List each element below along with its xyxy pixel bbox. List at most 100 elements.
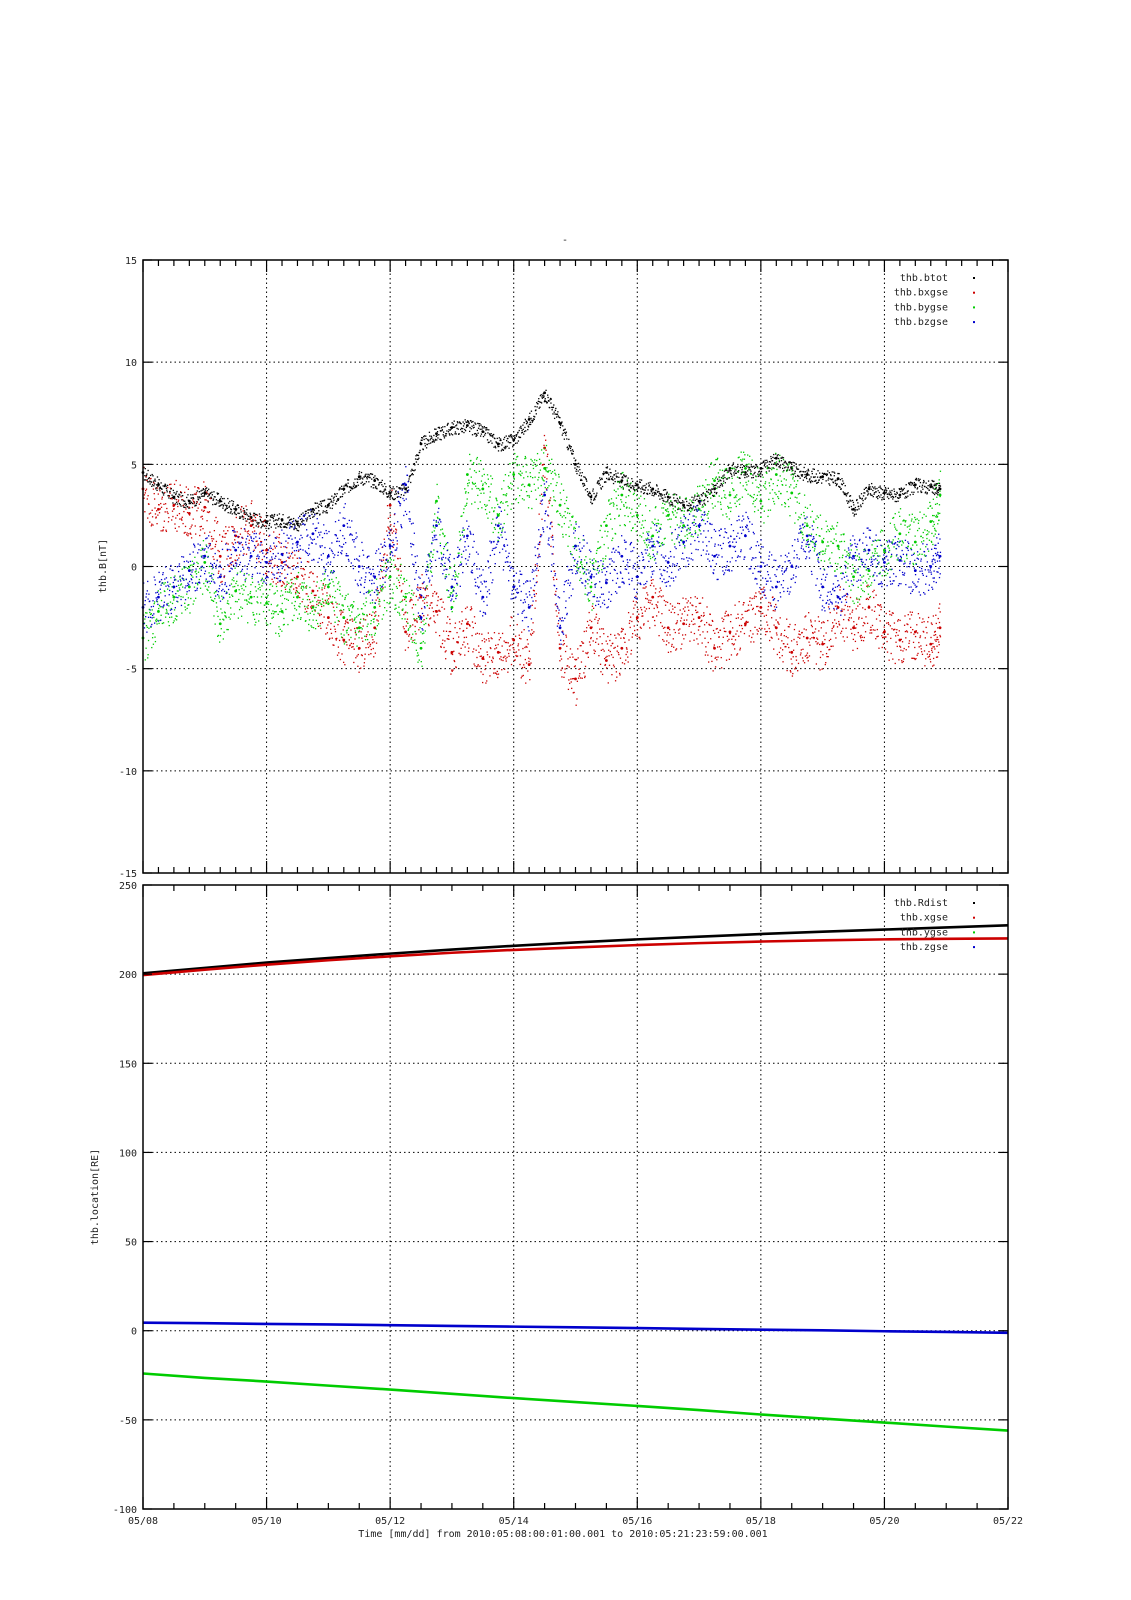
trace-dot [145, 647, 147, 649]
trace-dot [221, 503, 223, 506]
trace-dot [700, 614, 702, 617]
trace-dot [248, 542, 250, 545]
trace-dot [342, 611, 344, 613]
trace-dot [327, 584, 329, 586]
trace-dot [726, 635, 729, 637]
trace-dot [194, 571, 196, 573]
trace-dot [375, 599, 377, 601]
trace-dot [304, 608, 307, 610]
trace-dot [249, 512, 251, 514]
trace-dot [714, 657, 716, 659]
trace-dot [879, 487, 882, 489]
trace-dot [436, 439, 438, 441]
trace-dot [463, 508, 465, 510]
trace-dot [583, 630, 585, 633]
trace-dot [765, 462, 767, 464]
trace-dot [179, 484, 181, 486]
trace-dot [303, 582, 305, 584]
trace-dot [937, 491, 939, 494]
trace-dot [320, 613, 322, 616]
trace-dot [273, 515, 275, 517]
trace-dot [504, 447, 506, 450]
trace-dot [265, 589, 267, 591]
trace-dot [276, 564, 279, 567]
trace-dot [707, 500, 709, 503]
trace-dot [893, 622, 896, 624]
trace-dot [871, 632, 873, 634]
trace-dot [391, 487, 393, 490]
trace-dot [175, 517, 177, 519]
trace-dot [267, 571, 269, 573]
trace-dot [436, 483, 438, 486]
trace-dot [831, 622, 834, 624]
trace-dot [841, 478, 843, 480]
trace-dot [933, 634, 935, 637]
trace-dot [351, 604, 353, 606]
data-point [527, 417, 531, 421]
trace-dot [214, 597, 216, 600]
trace-dot [913, 657, 915, 660]
trace-dot [607, 635, 609, 638]
trace-dot [427, 440, 430, 442]
trace-dot [244, 517, 246, 520]
trace-dot [490, 637, 492, 639]
trace-dot [766, 465, 768, 467]
trace-dot [429, 556, 431, 558]
trace-dot [452, 423, 455, 425]
trace-dot [260, 519, 262, 522]
trace-dot [708, 624, 711, 626]
trace-dot [571, 452, 573, 454]
trace-dot [340, 488, 342, 490]
trace-dot [751, 636, 753, 639]
trace-dot [454, 433, 456, 435]
trace-dot [514, 442, 517, 444]
trace-dot [847, 609, 849, 611]
trace-dot [211, 491, 213, 493]
trace-dot [500, 450, 503, 452]
trace-dot [699, 497, 701, 499]
trace-dot [595, 616, 597, 618]
trace-dot [555, 610, 557, 612]
trace-dot [800, 649, 802, 651]
trace-dot [224, 536, 226, 538]
trace-dot [496, 499, 498, 502]
trace-dot [340, 614, 342, 616]
trace-dot [287, 623, 289, 626]
trace-dot [873, 493, 875, 495]
trace-dot [386, 554, 388, 556]
trace-dot [758, 471, 760, 473]
trace-dot [312, 605, 315, 607]
trace-dot [195, 533, 197, 535]
data-point [465, 473, 469, 476]
trace-dot [373, 634, 376, 636]
trace-dot [496, 442, 498, 444]
data-point [388, 575, 392, 579]
trace-dot [827, 619, 829, 622]
trace-dot [625, 475, 627, 477]
trace-dot [769, 467, 771, 470]
trace-dot [899, 646, 902, 648]
trace-dot [818, 643, 821, 646]
trace-dot [743, 465, 746, 467]
trace-dot [191, 497, 193, 499]
data-point [898, 532, 902, 536]
trace-dot [466, 421, 468, 424]
trace-dot [509, 434, 511, 437]
trace-dot [346, 632, 348, 634]
trace-dot [452, 426, 454, 428]
trace-dot [184, 491, 186, 494]
trace-dot [325, 584, 327, 586]
trace-dot [166, 511, 168, 513]
trace-dot [735, 617, 737, 620]
trace-dot [897, 619, 900, 621]
trace-dot [549, 397, 552, 400]
trace-dot [225, 615, 227, 617]
trace-dot [287, 599, 290, 601]
trace-dot [573, 691, 575, 694]
trace-dot [545, 449, 547, 451]
trace-dot [757, 630, 759, 632]
trace-dot [878, 614, 881, 616]
trace-dot [284, 564, 286, 566]
trace-dot [849, 606, 851, 608]
trace-dot [471, 607, 473, 610]
